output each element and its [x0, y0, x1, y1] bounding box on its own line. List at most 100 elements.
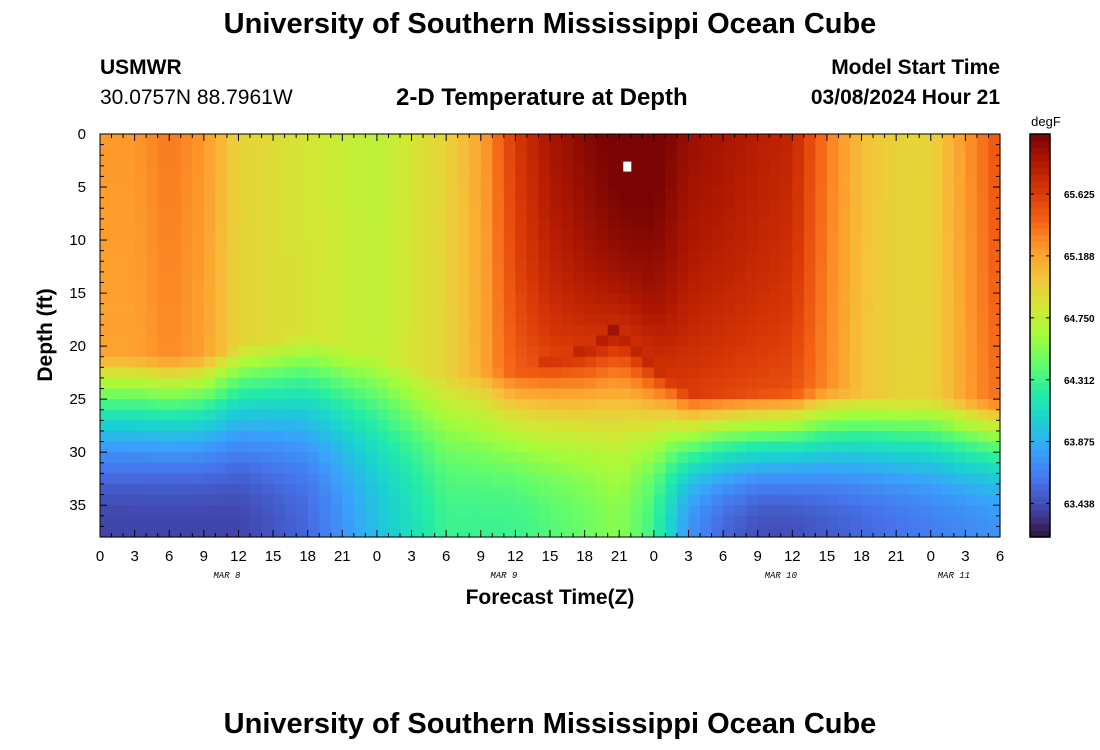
y-tick-label: 5	[78, 179, 86, 196]
heat-cell	[757, 134, 770, 146]
heat-cell	[607, 494, 620, 506]
colorbar-frame	[1029, 133, 1051, 538]
heat-cell	[573, 176, 586, 188]
heat-cell	[111, 441, 124, 453]
heat-cell	[180, 144, 193, 156]
heat-cell	[515, 229, 528, 241]
heat-cell	[757, 314, 770, 326]
heat-cell	[723, 494, 736, 506]
heat-cell	[388, 208, 401, 220]
heat-cell	[757, 271, 770, 284]
heat-cell	[942, 420, 955, 432]
heat-cell	[630, 367, 643, 379]
heat-cell	[815, 271, 828, 284]
heat-cell	[296, 271, 309, 284]
heat-cell	[400, 271, 413, 284]
heat-cell	[896, 229, 909, 241]
heat-cell	[411, 240, 424, 252]
heat-cell	[688, 505, 701, 517]
heat-cell	[238, 144, 251, 156]
heat-cell	[215, 356, 228, 368]
heat-cell	[469, 240, 482, 252]
heat-cell	[330, 271, 343, 284]
heat-cell	[503, 229, 516, 241]
heat-cell	[850, 483, 863, 496]
heat-cell	[203, 176, 216, 188]
heat-cell	[353, 430, 366, 443]
heat-cell	[769, 505, 782, 517]
heat-cell	[169, 473, 182, 485]
heat-cell	[250, 197, 263, 209]
heat-cell	[619, 430, 632, 443]
heat-cell	[746, 271, 759, 284]
heat-cell	[157, 515, 170, 527]
heat-cell	[561, 271, 574, 284]
heat-cell	[873, 176, 886, 188]
heat-cell	[284, 483, 297, 496]
heat-cell	[250, 218, 263, 231]
heat-cell	[388, 324, 401, 337]
heat-cell	[803, 515, 816, 527]
heat-cell	[480, 303, 493, 315]
heat-cell	[469, 314, 482, 326]
heat-cell	[538, 250, 551, 262]
heat-cell	[515, 144, 528, 156]
heat-cell	[169, 293, 182, 305]
heat-cell	[100, 462, 113, 474]
heat-cell	[134, 399, 147, 411]
heat-cell	[538, 261, 551, 273]
heat-cell	[157, 197, 170, 209]
heat-cell	[942, 197, 955, 209]
heat-cell	[226, 420, 240, 432]
heat-cell	[215, 303, 228, 315]
heat-cell	[746, 526, 759, 538]
heat-cell	[250, 494, 263, 506]
heat-cell	[838, 155, 851, 167]
heat-cell	[434, 240, 447, 252]
heat-cell	[446, 229, 459, 241]
heat-cell	[942, 218, 955, 231]
heat-cell	[123, 218, 136, 231]
heat-cell	[976, 144, 990, 156]
heat-cell	[203, 155, 216, 167]
heat-cell	[146, 494, 159, 506]
heat-cell	[676, 367, 690, 379]
heat-cell	[376, 430, 390, 443]
heat-cell	[503, 134, 516, 146]
heat-cell	[630, 261, 643, 273]
heat-cell	[134, 282, 147, 294]
heat-cell	[157, 462, 170, 474]
y-tick-label: 25	[69, 391, 86, 408]
heat-cell	[307, 505, 320, 517]
heat-cell	[388, 240, 401, 252]
heat-cell	[226, 282, 240, 294]
heat-cell	[723, 452, 736, 464]
y-tick-label: 0	[78, 126, 86, 143]
heat-cell	[873, 218, 886, 231]
heat-cell	[584, 515, 597, 527]
x-tick-label: 18	[853, 548, 870, 565]
heat-cell	[457, 494, 470, 506]
heat-cell	[192, 208, 205, 220]
heat-cell	[365, 250, 378, 262]
heat-cell	[607, 505, 620, 517]
colorbar-swatch	[1030, 483, 1050, 491]
heat-cell	[296, 399, 309, 411]
heat-cell	[284, 293, 297, 305]
heat-cell	[596, 505, 609, 517]
heat-cell	[953, 282, 966, 294]
heat-cell	[446, 356, 459, 368]
heat-cell	[526, 208, 540, 220]
heat-cell	[711, 187, 724, 199]
heat-cell	[826, 240, 840, 252]
heat-cell	[584, 377, 597, 390]
heat-cell	[861, 335, 874, 347]
heat-cell	[111, 515, 124, 527]
colorbar-swatch	[1030, 315, 1050, 323]
heat-cell	[388, 335, 401, 347]
heat-cell	[134, 165, 147, 178]
heat-cell	[492, 250, 505, 262]
heat-cell	[319, 505, 332, 517]
heat-cell	[273, 208, 286, 220]
heat-cell	[238, 155, 251, 167]
